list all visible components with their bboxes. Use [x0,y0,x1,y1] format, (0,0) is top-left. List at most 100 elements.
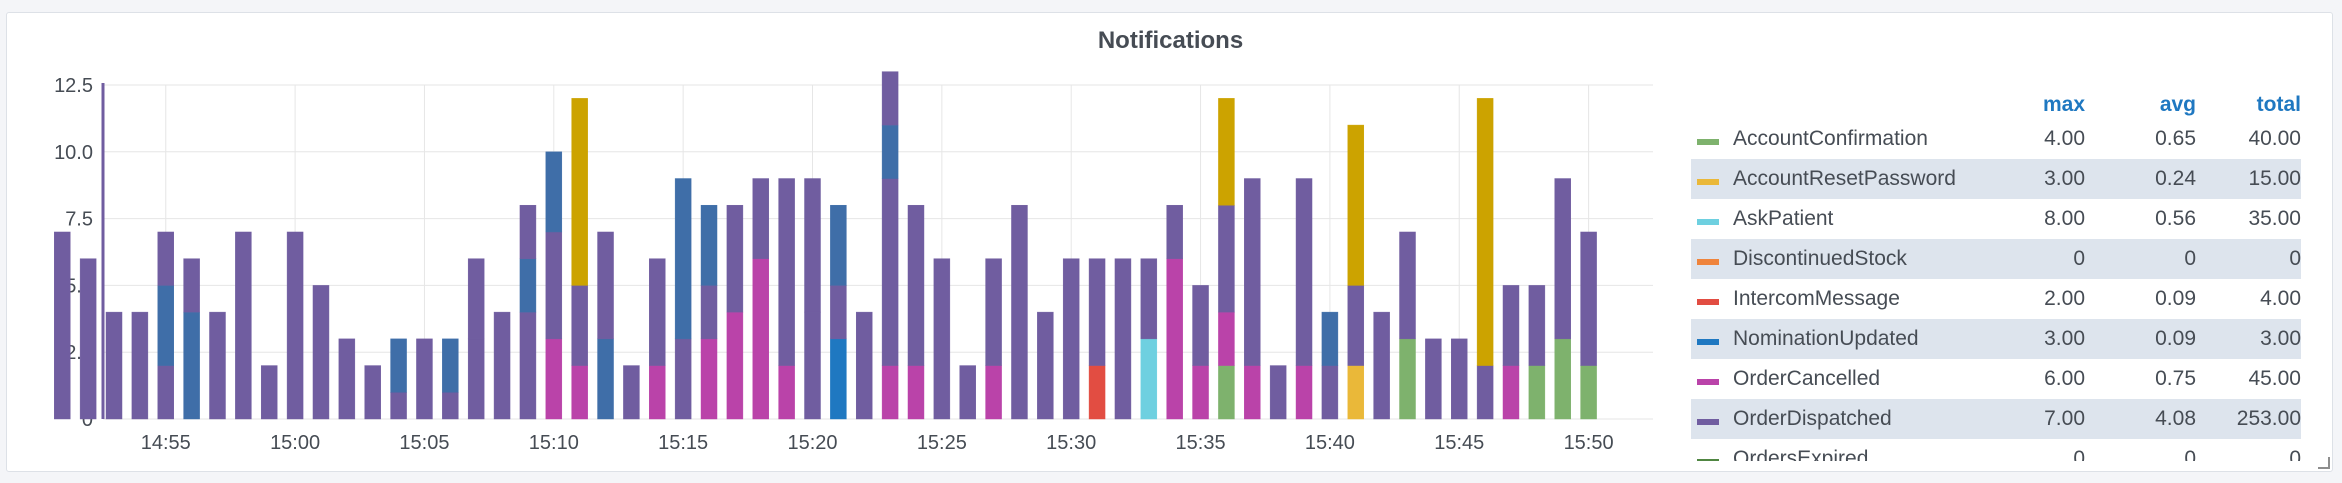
y-tick-label: 0 [82,409,93,431]
legend-row[interactable]: AccountResetPassword 3.00 0.24 15.00 [1691,159,2301,199]
legend-swatch[interactable] [1697,339,1719,345]
bar-segment [312,285,330,420]
bar-segment [1476,98,1494,366]
legend-series-name[interactable]: AskPatient [1733,207,1834,230]
legend-row[interactable]: OrdersExpired 0 0 0 [1691,439,2301,461]
bar-segment [881,71,899,126]
bar-segment [390,392,407,420]
bar-segment [545,231,563,340]
legend-row[interactable]: AskPatient 8.00 0.56 35.00 [1691,199,2301,239]
legend-row[interactable]: DiscontinuedStock 0 0 0 [1691,239,2301,279]
bar-segment [1347,124,1365,286]
bar-segment [804,178,821,313]
legend-max-value: 6.00 [2044,367,2085,390]
x-tick-label: 15:35 [1176,432,1226,454]
legend-row[interactable]: OrderCancelled 6.00 0.75 45.00 [1691,359,2301,399]
legend-header-max[interactable]: max [2042,93,2085,116]
x-tick-label: 15:30 [1046,432,1096,454]
legend-header: max avg total [1691,83,2301,119]
bar-segment [1321,311,1339,366]
bar-segment [1580,365,1597,420]
resize-handle[interactable] [2318,457,2330,469]
bar-segment [286,231,304,420]
bar-segment [907,365,925,420]
bar-segment [260,365,278,420]
bar-segment [1554,178,1571,340]
legend-header-total[interactable]: total [2256,93,2301,116]
bar-segment [1218,204,1235,313]
bar-segment [131,311,149,420]
legend-max-value: 4.00 [2044,127,2085,150]
bar-segment [79,258,97,420]
legend-series-name[interactable]: IntercomMessage [1733,287,1900,310]
legend-avg-value: 4.08 [2155,407,2196,430]
legend-swatch[interactable] [1697,139,1719,145]
x-tick-label: 15:00 [270,432,320,454]
panel-title[interactable]: Notifications [1097,27,1244,54]
legend-total-value: 15.00 [2248,167,2301,190]
x-tick-label: 15:25 [917,432,967,454]
bar-segment [700,285,718,340]
legend-total-value: 4.00 [2260,287,2301,310]
bar-chart[interactable]: 02.55.07.510.012.514:55 15:00 15:05 15:10 15… [7,13,1687,483]
legend-avg-value: 0.09 [2155,287,2196,310]
legend-max-value: 0 [2073,447,2085,461]
legend-max-value: 7.00 [2044,407,2085,430]
bar-segment [1399,231,1416,340]
bar-segment [649,258,666,366]
bar-segment [778,365,795,420]
bar-segment [881,365,899,420]
legend-series-name[interactable]: AccountResetPassword [1733,167,1956,190]
bar-segment [442,338,459,393]
legend-row[interactable]: AccountConfirmation 4.00 0.65 40.00 [1691,119,2301,159]
bar-segment [442,392,459,420]
legend-max-value: 0 [2073,247,2085,270]
bar-segment [1502,365,1520,420]
bar-segment [1166,258,1183,420]
bar-segment [1218,311,1235,366]
bar-segment [1192,365,1209,420]
legend-swatch[interactable] [1697,379,1719,385]
legend-series-name[interactable]: OrderCancelled [1733,367,1881,390]
bar-segment [416,338,433,420]
bar-segment [545,338,563,420]
bar-segment [1451,338,1468,420]
bar-segment [933,258,951,420]
legend-swatch[interactable] [1697,259,1719,265]
bar-segment [855,311,873,420]
bar-segment [493,311,511,420]
legend-series-name[interactable]: DiscontinuedStock [1733,247,1907,270]
bar-segment [467,338,485,420]
legend-series-name[interactable]: NominationUpdated [1733,327,1919,350]
legend-row[interactable]: OrderDispatched 7.00 4.08 253.00 [1691,399,2301,439]
bar-segment [752,178,770,259]
legend-row[interactable]: NominationUpdated 3.00 0.09 3.00 [1691,319,2301,359]
legend-max-value: 3.00 [2044,167,2085,190]
legend-series-name[interactable]: OrdersExpired [1733,447,1869,461]
x-tick-label: 15:20 [787,432,837,454]
legend-swatch[interactable] [1697,179,1719,185]
legend-rows: AccountConfirmation 4.00 0.65 40.00 AccountR… [1691,119,2301,461]
legend-swatch[interactable] [1697,419,1719,425]
legend-series-name[interactable]: OrderDispatched [1733,407,1892,430]
bar-segment [830,338,847,420]
bar-segment [1140,258,1158,340]
bar-segment [726,311,744,420]
legend-swatch[interactable] [1697,459,1719,461]
legend-header-avg[interactable]: avg [2159,93,2196,116]
bar-segment [752,258,770,420]
legend-swatch[interactable] [1697,219,1719,225]
bar-segment [1269,365,1287,420]
legend-max-value: 2.00 [2044,287,2085,310]
bar-segment [519,258,537,313]
bar-segment [571,365,588,420]
legend-swatch[interactable] [1697,299,1719,305]
bar-segment [1295,365,1313,420]
legend-avg-value: 0 [2184,447,2196,461]
legend-row[interactable]: IntercomMessage 2.00 0.09 4.00 [1691,279,2301,319]
bar-segment [1502,285,1520,366]
legend-series-name[interactable]: AccountConfirmation [1733,127,1928,150]
x-tick-label: 15:40 [1305,432,1355,454]
bar-segment [519,204,537,259]
legend-avg-value: 0.65 [2155,127,2196,150]
